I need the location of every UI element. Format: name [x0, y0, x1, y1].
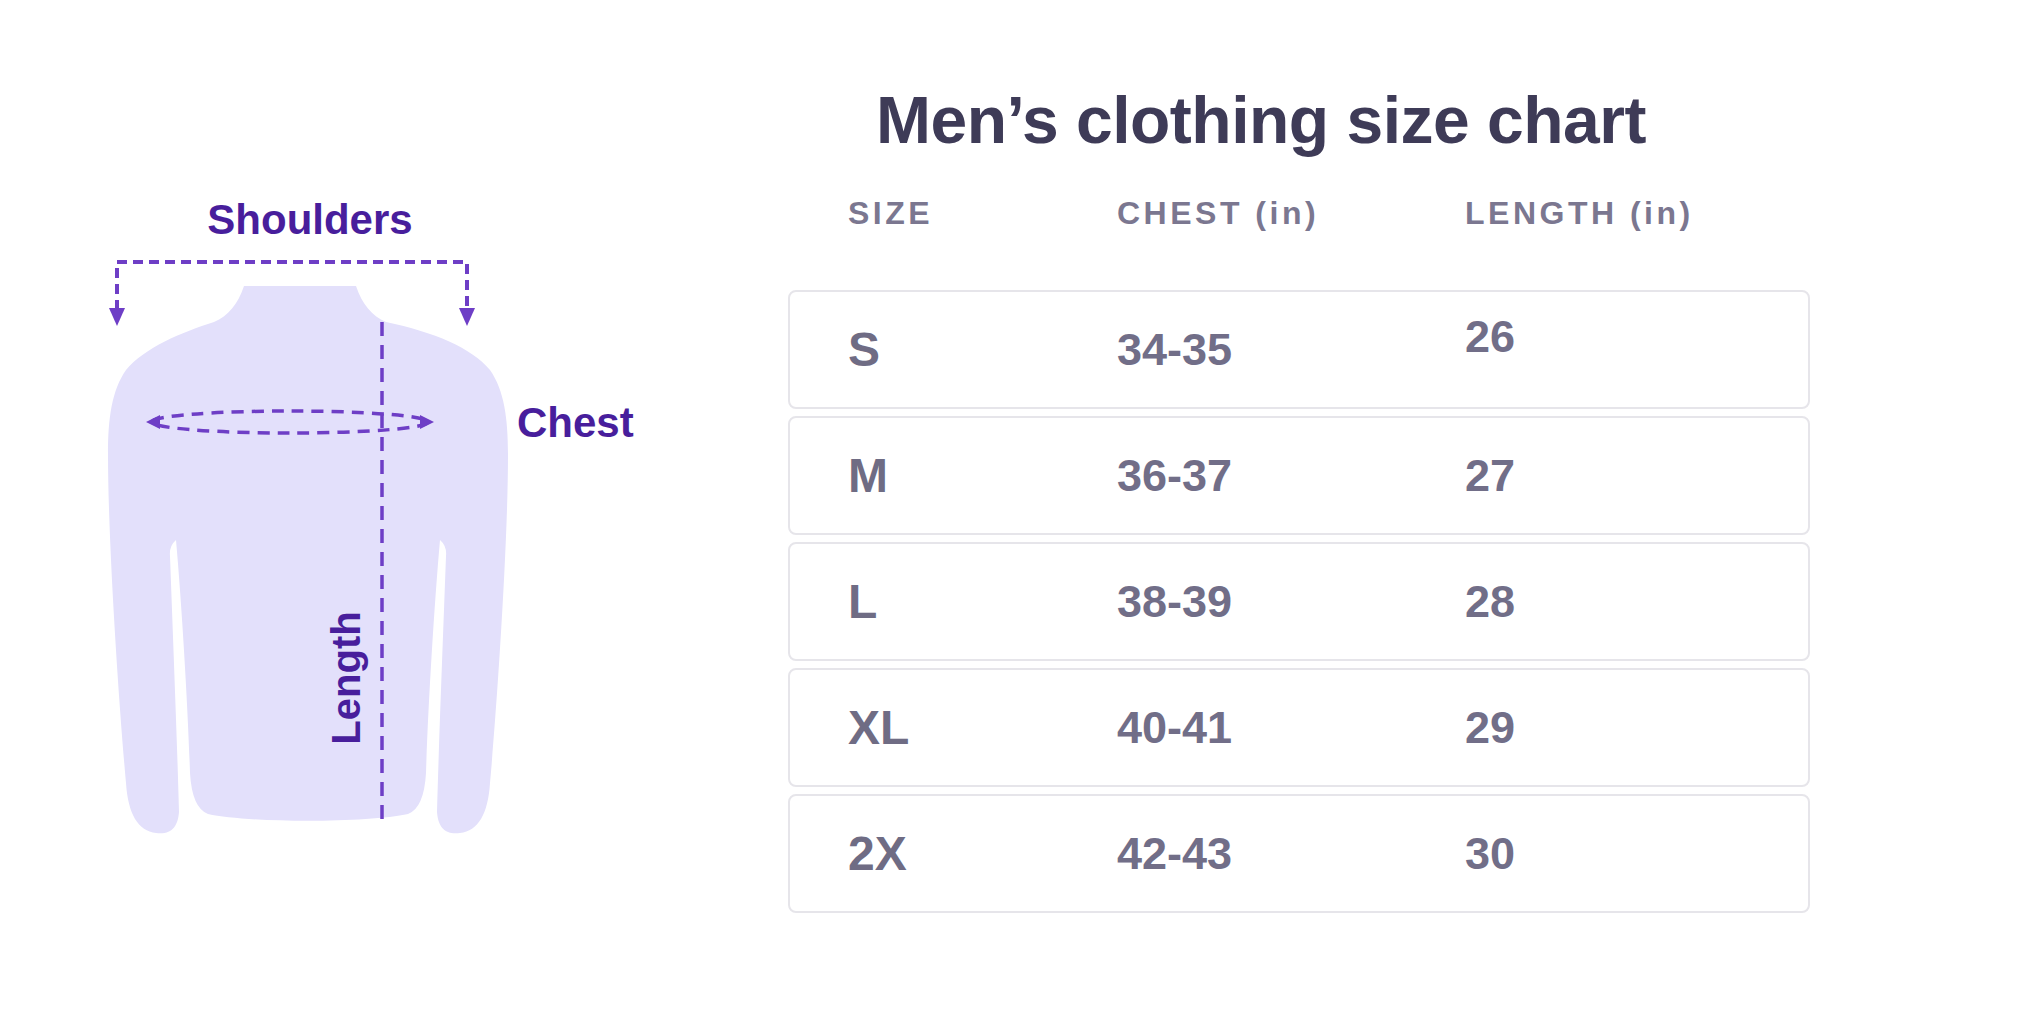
length-cell: 30 [1465, 828, 1808, 880]
table-row: S 34-35 26 [788, 290, 1810, 409]
length-cell: 28 [1465, 576, 1808, 628]
size-cell: 2X [848, 826, 1117, 881]
chest-cell: 38-39 [1117, 576, 1465, 628]
chest-cell: 34-35 [1117, 324, 1465, 376]
column-header-chest: CHEST (in) [1117, 195, 1465, 232]
column-header-size: SIZE [848, 195, 1117, 232]
size-cell: XL [848, 700, 1117, 755]
shoulders-arrow-left-icon [109, 308, 125, 326]
column-header-length: LENGTH (in) [1465, 195, 1810, 232]
size-table: S 34-35 26 M 36-37 27 L 38-39 28 XL 40-4… [788, 290, 1810, 920]
length-cell: 26 [1465, 311, 1808, 363]
chest-cell: 40-41 [1117, 702, 1465, 754]
chest-label: Chest [517, 399, 634, 447]
table-row: L 38-39 28 [788, 542, 1810, 661]
shirt-silhouette [108, 286, 508, 833]
size-cell: M [848, 448, 1117, 503]
shoulders-label: Shoulders [160, 196, 460, 244]
page-title: Men’s clothing size chart [750, 82, 1772, 158]
chest-cell: 42-43 [1117, 828, 1465, 880]
table-row: 2X 42-43 30 [788, 794, 1810, 913]
table-header-row: SIZE CHEST (in) LENGTH (in) [788, 195, 1810, 232]
chest-cell: 36-37 [1117, 450, 1465, 502]
size-cell: S [848, 322, 1117, 377]
size-cell: L [848, 574, 1117, 629]
shirt-measurement-diagram [60, 190, 580, 870]
length-cell: 27 [1465, 450, 1808, 502]
shoulders-arrow-right-icon [459, 308, 475, 326]
length-label: Length [324, 611, 369, 744]
length-cell: 29 [1465, 702, 1808, 754]
table-row: XL 40-41 29 [788, 668, 1810, 787]
table-row: M 36-37 27 [788, 416, 1810, 535]
